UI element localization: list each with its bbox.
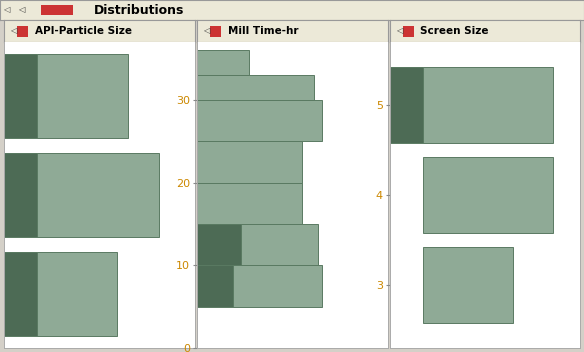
Bar [233,265,322,307]
Text: Screen Size: Screen Size [420,26,489,36]
Bar [241,224,318,265]
Bar [18,25,28,37]
Bar [197,75,314,100]
Text: ◁: ◁ [396,26,402,36]
Bar [197,50,249,75]
Bar [390,67,423,143]
Text: API-Particle Size: API-Particle Size [34,26,131,36]
Text: ◁: ◁ [18,6,24,14]
Bar [404,25,413,37]
Bar [197,141,301,183]
Bar [197,224,241,265]
Text: ◁: ◁ [203,26,209,36]
Text: Mill Time-hr: Mill Time-hr [228,26,298,36]
Bar [41,5,73,15]
Bar [4,153,37,237]
Bar [423,247,513,323]
Bar [4,252,37,336]
Bar [37,54,128,138]
Bar [197,100,322,141]
Text: ◁: ◁ [3,6,9,14]
Bar [390,67,423,143]
Bar [37,252,117,336]
Bar [197,183,301,224]
Bar [37,153,159,237]
Bar [423,67,553,143]
Bar [4,252,37,336]
Text: Distributions: Distributions [93,4,184,17]
Bar [197,265,233,307]
Bar [4,54,37,138]
Bar [197,224,241,265]
Bar [197,265,233,307]
Bar [423,157,553,233]
Bar [4,54,37,138]
Text: ◁: ◁ [10,26,16,36]
Bar [210,25,221,37]
Bar [4,153,37,237]
